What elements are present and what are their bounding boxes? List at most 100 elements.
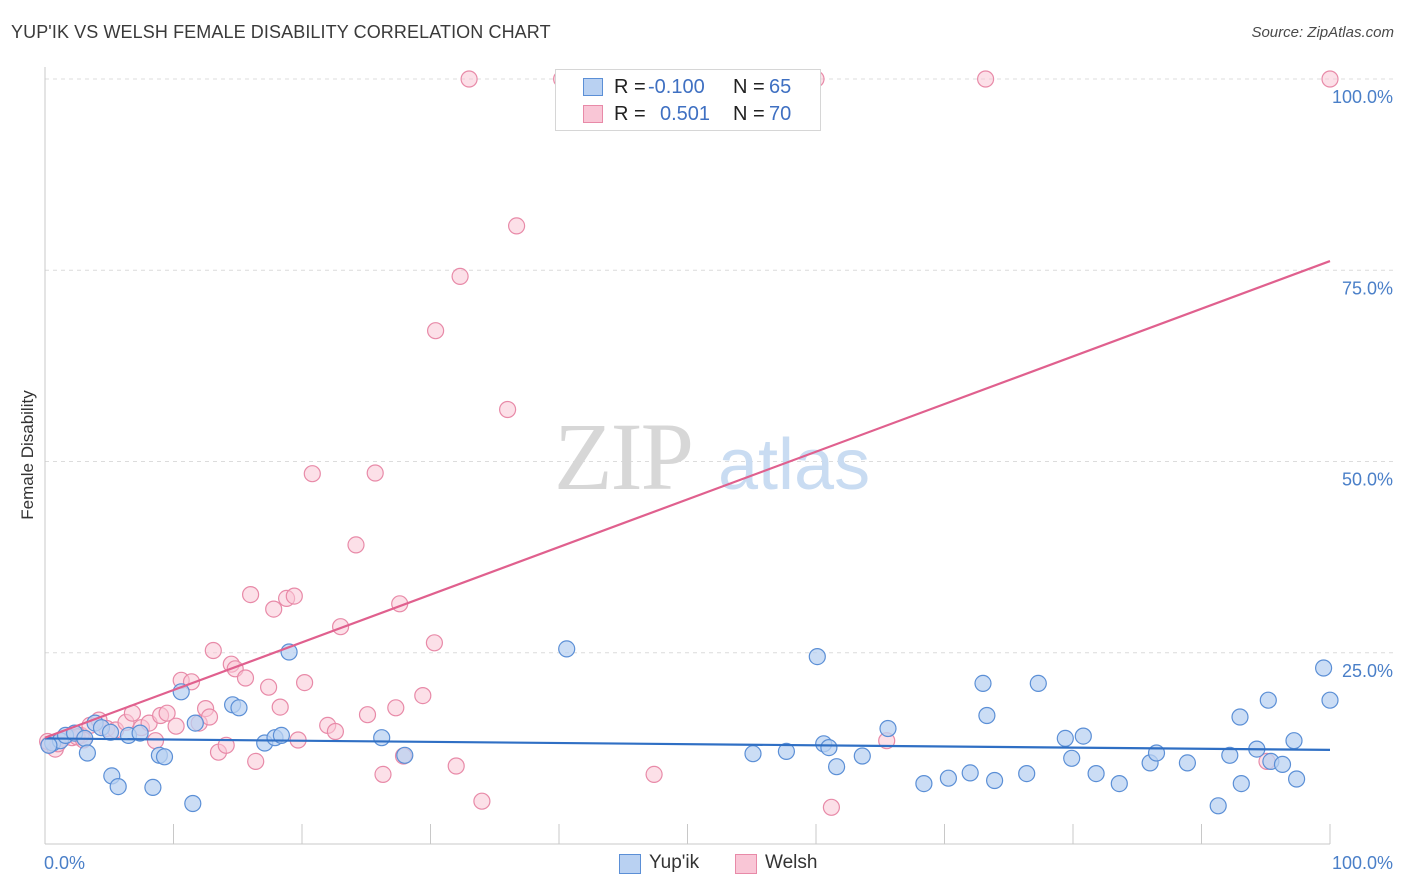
r-value: 0.501 <box>660 103 711 125</box>
welsh-point <box>387 699 405 717</box>
yupik-point <box>1287 770 1306 788</box>
yupik-point <box>1087 764 1105 783</box>
welsh-point <box>303 465 321 483</box>
n-value: 70 <box>769 103 792 125</box>
stats-box: R = -0.100 N = 65 R = 0.501 N = 70 <box>555 69 821 131</box>
yupik-point <box>915 774 933 793</box>
yupik-point <box>1285 732 1303 750</box>
welsh-point <box>247 752 265 771</box>
welsh-point <box>425 634 443 652</box>
yupik-point <box>1074 727 1092 745</box>
chart-source: Source: ZipAtlas.com <box>1251 24 1394 41</box>
welsh-point <box>332 618 350 636</box>
yupik-point <box>1056 729 1074 748</box>
yupik-point <box>1231 708 1249 726</box>
welsh-point <box>200 708 219 726</box>
legend-swatch-welsh <box>735 854 757 874</box>
legend-label-yupik: Yup'ik <box>649 852 700 873</box>
legend-label-welsh: Welsh <box>765 852 818 873</box>
y-tick-label: 25.0% <box>1342 661 1393 681</box>
yupik-point <box>1232 774 1250 793</box>
welsh-point <box>427 322 445 340</box>
welsh-point <box>507 217 526 235</box>
yupik-point <box>155 748 174 766</box>
r-label: R = <box>614 103 646 125</box>
yupik-point <box>978 706 996 725</box>
welsh-point <box>473 792 491 810</box>
yupik-point <box>879 719 897 738</box>
yupik-point <box>272 726 290 745</box>
yupik-point <box>853 747 871 765</box>
yupik-point <box>985 771 1004 790</box>
yupik-point <box>78 744 97 762</box>
yupik-swatch <box>583 78 603 96</box>
yupik-point <box>974 674 992 693</box>
yupik-point <box>373 729 391 747</box>
yupik-point <box>1321 691 1339 709</box>
yupik-point <box>777 742 796 761</box>
legend-swatch-yupik <box>619 854 641 874</box>
yupik-trend-line <box>44 737 1331 752</box>
n-label: N = <box>733 76 765 98</box>
welsh-trend-line <box>44 260 1331 739</box>
y-tick-label: 50.0% <box>1342 470 1393 490</box>
yupik-point <box>40 736 58 754</box>
yupik-point <box>144 778 162 797</box>
stats-row-yupik: R = -0.100 N = 65 <box>556 74 820 100</box>
welsh-point <box>366 464 384 482</box>
x-tick-label: 100.0% <box>1332 853 1393 873</box>
welsh-point <box>242 585 260 604</box>
yupik-point <box>808 647 826 666</box>
welsh-point <box>499 400 517 419</box>
y-tick-label: 75.0% <box>1342 278 1393 298</box>
yupik-points <box>40 640 1339 815</box>
welsh-point <box>236 669 255 687</box>
yupik-point <box>230 699 248 717</box>
yupik-point <box>396 746 414 764</box>
welsh-point <box>374 765 392 784</box>
x-tick-label: 0.0% <box>44 853 85 873</box>
yupik-point <box>820 738 838 757</box>
yupik-point <box>1273 755 1292 774</box>
welsh-point <box>146 732 165 750</box>
n-value: 65 <box>769 76 792 98</box>
welsh-point <box>358 706 377 724</box>
tick-labels: 25.0% 50.0% 75.0% 100.0% 0.0% 100.0% <box>44 87 1393 873</box>
yupik-point <box>1178 754 1197 772</box>
welsh-point <box>822 798 841 816</box>
yupik-point <box>1221 746 1239 764</box>
welsh-point <box>285 587 303 605</box>
welsh-point <box>1321 70 1339 88</box>
welsh-point <box>447 757 465 775</box>
yupik-point <box>101 723 120 741</box>
r-label: R = <box>614 76 646 98</box>
yupik-point <box>744 745 762 763</box>
welsh-point <box>414 686 432 705</box>
yupik-point <box>1029 674 1047 693</box>
welsh-point <box>204 641 222 660</box>
chart-title: YUP'IK VS WELSH FEMALE DISABILITY CORREL… <box>11 22 551 42</box>
watermark-zip: ZIP <box>554 403 692 510</box>
welsh-point <box>271 698 289 716</box>
welsh-point <box>158 704 176 722</box>
yupik-point <box>1018 764 1036 783</box>
yupik-point <box>558 640 576 658</box>
welsh-point <box>451 267 469 285</box>
yupik-point <box>184 794 202 813</box>
axes <box>44 67 1331 845</box>
welsh-point <box>645 765 663 784</box>
yupik-point <box>1314 659 1333 677</box>
yupik-point <box>131 724 149 742</box>
welsh-point <box>347 536 365 554</box>
stats-row-welsh: R = 0.501 N = 70 <box>556 101 820 127</box>
yupik-point <box>1110 774 1128 793</box>
yupik-point <box>1259 691 1277 709</box>
welsh-point <box>260 678 278 696</box>
yupik-point <box>1063 749 1081 767</box>
welsh-point <box>217 736 235 754</box>
welsh-point <box>265 600 283 618</box>
watermark-atlas: atlas <box>718 425 870 505</box>
r-value: -0.100 <box>648 76 705 98</box>
yupik-point <box>827 758 846 776</box>
yupik-point <box>1209 797 1227 815</box>
